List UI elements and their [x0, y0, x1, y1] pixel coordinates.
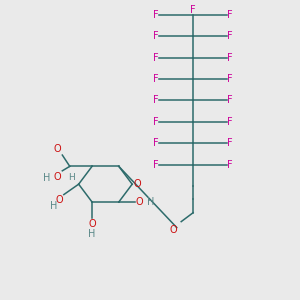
Text: F: F — [153, 160, 159, 170]
Text: O: O — [88, 219, 96, 229]
Text: F: F — [227, 74, 233, 84]
Text: O: O — [56, 196, 63, 206]
Text: O: O — [134, 179, 141, 189]
Text: H: H — [147, 197, 154, 207]
Text: F: F — [153, 117, 159, 127]
Text: F: F — [227, 160, 233, 170]
Text: O: O — [136, 197, 143, 207]
Text: F: F — [227, 95, 233, 105]
Text: F: F — [227, 117, 233, 127]
Text: F: F — [153, 138, 159, 148]
Text: H: H — [68, 173, 75, 182]
Text: F: F — [227, 52, 233, 63]
Text: F: F — [153, 31, 159, 41]
Text: O: O — [53, 172, 61, 182]
Text: H: H — [88, 230, 96, 239]
Text: F: F — [153, 52, 159, 63]
Text: F: F — [153, 74, 159, 84]
Text: F: F — [190, 5, 196, 15]
Text: F: F — [227, 10, 233, 20]
Text: O: O — [54, 144, 61, 154]
Text: F: F — [227, 31, 233, 41]
Text: H: H — [50, 200, 57, 211]
Text: F: F — [153, 95, 159, 105]
Text: H: H — [43, 173, 50, 183]
Text: F: F — [227, 138, 233, 148]
Text: O: O — [169, 225, 177, 235]
Text: F: F — [153, 10, 159, 20]
